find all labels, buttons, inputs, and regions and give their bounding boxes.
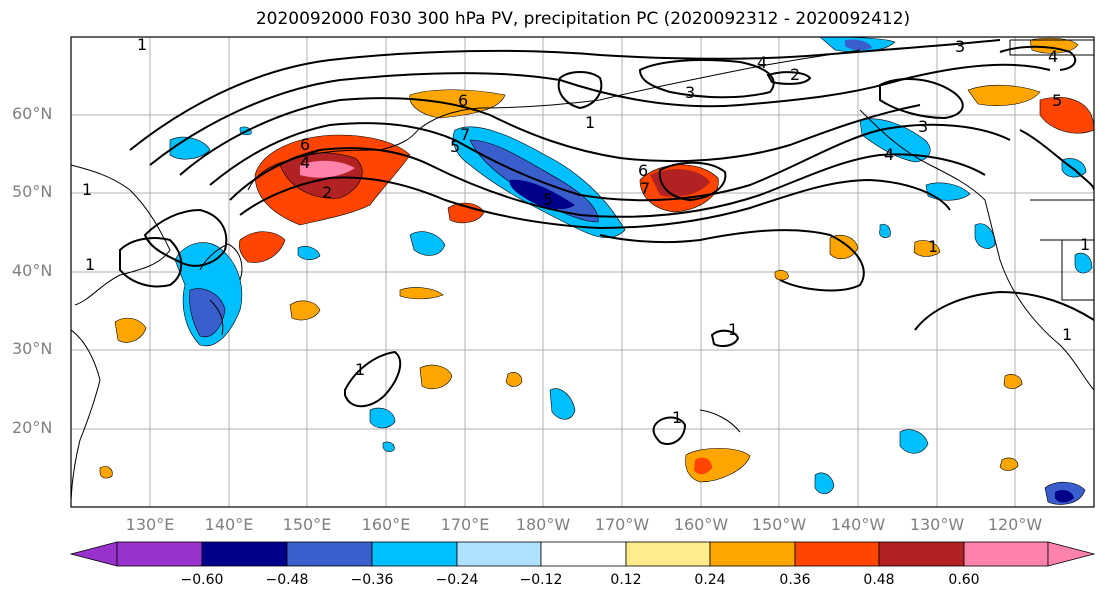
lon-label: 160°W	[673, 515, 729, 534]
colorbar-segment	[878, 541, 965, 567]
lon-label: 180°W	[515, 515, 571, 534]
contour-label: 5	[543, 190, 553, 209]
contour-label: 5	[1052, 91, 1062, 110]
map-content: 1 1 1 1 1 1 1 1 2 2 3 3 3 4 4 4 4 5 5 6 …	[71, 35, 1094, 507]
contour-label: 4	[884, 145, 894, 164]
colorbar-tick-label: −0.60	[180, 572, 224, 588]
contour-label: 1	[728, 320, 738, 339]
coastlines	[71, 39, 1094, 501]
lon-label: 170°W	[594, 515, 650, 534]
contour-label: 1	[585, 113, 595, 132]
contour-label: 2	[790, 65, 800, 84]
contour-label: 1	[1062, 325, 1072, 344]
colorbar-tick-label: 0.60	[948, 572, 980, 588]
colorbar-tick-label: −0.48	[265, 572, 309, 588]
contour-label: 5	[450, 137, 460, 156]
colorbar-segment	[371, 541, 458, 567]
contour-label: 1	[1080, 235, 1090, 254]
colorbar-tick-label: 0.24	[694, 572, 726, 588]
contour-label: 1	[82, 180, 92, 199]
lon-label: 150°E	[282, 515, 332, 534]
lon-label: 140°W	[830, 515, 886, 534]
colorbar-segment	[116, 541, 203, 567]
precip-negative-areas	[169, 37, 1093, 505]
lon-label: 170°E	[440, 515, 490, 534]
contour-label: 1	[85, 255, 95, 274]
lon-label: 130°W	[909, 515, 965, 534]
lon-label: 120°W	[987, 515, 1043, 534]
lat-label: 20°N	[12, 418, 53, 437]
colorbar-segment	[709, 541, 796, 567]
colorbar-tick-label: −0.12	[519, 572, 563, 588]
contour-label: 7	[460, 125, 470, 144]
map-title: 2020092000 F030 300 hPa PV, precipitatio…	[255, 9, 911, 29]
contour-label: 4	[757, 53, 767, 72]
map-frame	[70, 36, 1095, 508]
colorbar-segment	[963, 541, 1049, 567]
colorbar	[69, 541, 1096, 567]
lat-label: 30°N	[12, 339, 53, 358]
contour-label: 4	[300, 153, 310, 172]
contour-label: 1	[137, 35, 147, 54]
lon-label: 140°E	[204, 515, 254, 534]
lat-label: 40°N	[12, 261, 53, 280]
lon-label: 130°E	[125, 515, 175, 534]
colorbar-segment	[286, 541, 373, 567]
contour-label: 7	[640, 179, 650, 198]
contour-label: 3	[955, 37, 965, 56]
colorbar-tick-label: 0.12	[610, 572, 642, 588]
contour-labels: 1 1 1 1 1 1 1 1 2 2 3 3 3 4 4 4 4 5 5 6 …	[82, 35, 1090, 427]
contour-label: 3	[918, 117, 928, 136]
contour-label: 3	[685, 83, 695, 102]
colorbar-tick-label: 0.48	[863, 572, 895, 588]
contour-label: 2	[322, 183, 332, 202]
lon-label: 150°W	[751, 515, 807, 534]
contour-label: 4	[1048, 47, 1058, 66]
contour-label: 1	[672, 408, 682, 427]
colorbar-segment	[625, 541, 711, 567]
colorbar-segment	[201, 541, 288, 567]
colorbar-segment	[540, 541, 627, 567]
contour-label: 6	[458, 91, 468, 110]
contour-label: 6	[300, 135, 310, 154]
lon-label: 160°E	[361, 515, 411, 534]
colorbar-high-extension	[1047, 541, 1096, 567]
pv-contours	[119, 39, 1094, 445]
lat-label: 50°N	[12, 182, 53, 201]
contour-label: 1	[355, 360, 365, 379]
colorbar-tick-label: 0.36	[779, 572, 811, 588]
contour-label: 6	[638, 161, 648, 180]
lat-label: 60°N	[12, 104, 53, 123]
precip-positive-areas	[99, 37, 1094, 483]
contour-label: 1	[928, 237, 938, 256]
colorbar-segment	[456, 541, 542, 567]
colorbar-segment	[794, 541, 880, 567]
colorbar-tick-label: −0.24	[435, 572, 479, 588]
colorbar-low-extension	[69, 541, 118, 567]
colorbar-tick-label: −0.36	[350, 572, 394, 588]
